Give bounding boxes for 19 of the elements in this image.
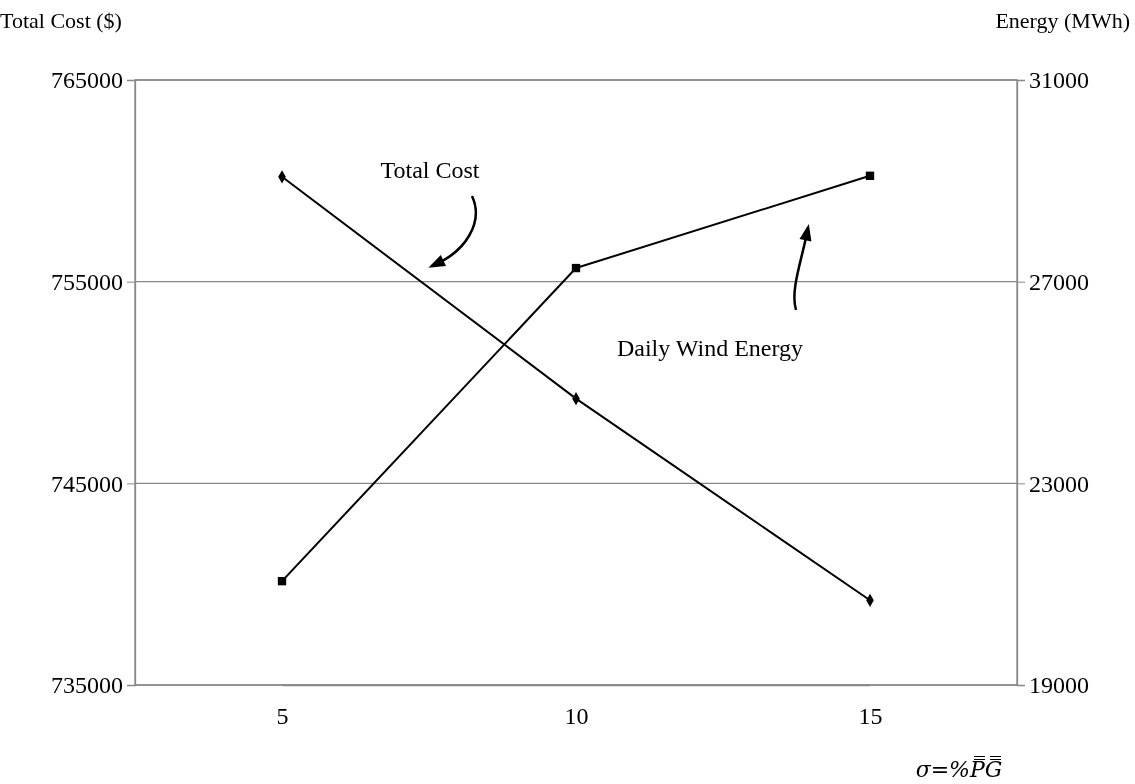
point — [865, 171, 875, 180]
y2-tick-label: 27000 — [1029, 268, 1089, 295]
y-axis-title: Total Cost ($) — [0, 8, 122, 33]
x-tick-label: 15 — [858, 703, 883, 730]
x-axis-title: σ=%P̿G̿ — [915, 755, 1003, 782]
x-tick-label: 5 — [276, 703, 289, 730]
y2-tick-label: 31000 — [1029, 67, 1089, 94]
point — [571, 263, 581, 273]
annotation: Total Cost — [380, 157, 480, 183]
y2-tick-label: 19000 — [1029, 672, 1089, 699]
y-tick-label: 735000 — [51, 672, 123, 699]
annotation: Daily Wind Energy — [616, 335, 804, 361]
point — [277, 576, 287, 586]
x-tick-label: 10 — [564, 703, 589, 730]
y-tick-label: 745000 — [51, 470, 123, 497]
y2-axis-title: Energy (MWh) — [995, 8, 1130, 33]
y-tick-label: 765000 — [51, 67, 123, 94]
y-tick-label: 755000 — [51, 268, 123, 295]
y2-tick-label: 23000 — [1029, 470, 1089, 497]
